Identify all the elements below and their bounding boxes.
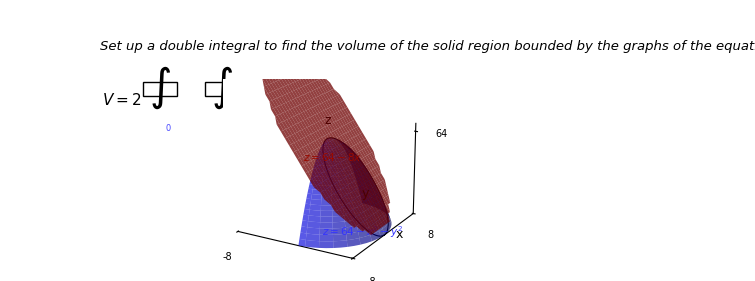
- Text: $V = 2$: $V = 2$: [102, 92, 141, 108]
- Text: $($: $($: [267, 86, 279, 117]
- Text: $dy\ dx$: $dy\ dx$: [360, 92, 403, 111]
- Text: $_0$: $_0$: [227, 121, 233, 134]
- Text: $\int$: $\int$: [211, 65, 233, 112]
- Text: $_0$: $_0$: [165, 121, 171, 134]
- Bar: [143, 82, 177, 96]
- Text: $\int$: $\int$: [149, 65, 171, 112]
- Bar: [205, 82, 239, 96]
- Text: Set up a double integral to find the volume of the solid region bounded by the g: Set up a double integral to find the vol…: [100, 40, 755, 53]
- Bar: [282, 92, 349, 111]
- Text: $)$: $)$: [348, 86, 359, 117]
